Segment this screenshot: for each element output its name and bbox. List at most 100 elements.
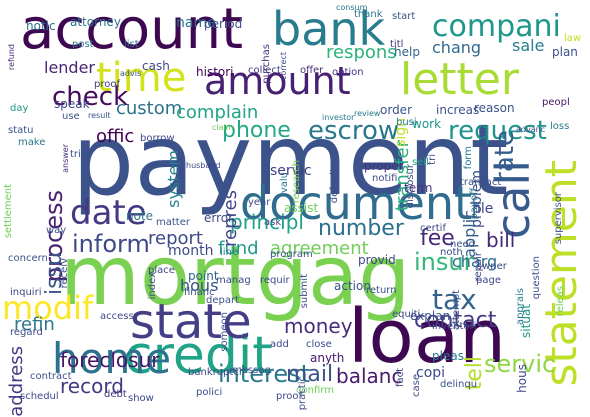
cloud-word: modif [2, 289, 94, 327]
cloud-word: case [411, 374, 422, 397]
cloud-word: inventori [432, 321, 477, 332]
cloud-word: insur [414, 248, 474, 276]
cloud-word: need [450, 239, 475, 250]
cloud-word: foreclosur [60, 348, 160, 372]
cloud-word: period [204, 17, 243, 31]
cloud-word: action [334, 279, 371, 293]
cloud-word: sale [512, 36, 545, 55]
cloud-word: ask [264, 217, 282, 228]
cloud-word: check [52, 82, 129, 112]
cloud-word: paper [175, 150, 186, 180]
cloud-word: place [148, 265, 175, 276]
cloud-word: complain [176, 102, 259, 123]
cloud-word: page [476, 275, 501, 286]
cloud-word: valu [279, 172, 290, 194]
cloud-word: equiti [392, 309, 421, 320]
cloud-word: add [270, 339, 289, 350]
cloud-word: custom [116, 98, 183, 119]
cloud-word: post [72, 39, 94, 50]
cloud-word: depart [206, 295, 240, 306]
cloud-word: disclosur [405, 164, 416, 209]
cloud-word: titl [390, 39, 404, 50]
cloud-word: hous [180, 276, 219, 295]
cloud-word: help [394, 45, 420, 59]
cloud-word: sell [412, 157, 429, 168]
cloud-word: letter [400, 54, 519, 105]
cloud-word: schedul [20, 391, 59, 402]
cloud-word: note [126, 209, 154, 223]
cloud-word: credit [124, 326, 273, 386]
cloud-word: file [472, 201, 494, 217]
cloud-word: explan [410, 309, 451, 323]
cloud-word: default [329, 168, 340, 204]
cloud-word: loss [550, 121, 570, 132]
cloud-word: state [130, 294, 252, 350]
cloud-word: question [531, 256, 542, 300]
cloud-word: notic [26, 19, 56, 33]
cloud-word: proper [364, 159, 404, 173]
cloud-word: attorney [70, 15, 121, 29]
cloud-word: polici [196, 387, 223, 398]
cloud-word: start [392, 11, 416, 22]
cloud-word: make [18, 137, 46, 148]
cloud-word: confirm [296, 385, 334, 396]
cloud-word: fund [218, 238, 259, 259]
cloud-word: debt [104, 389, 127, 400]
cloud-word: anyth [310, 351, 345, 365]
cloud-word: close [306, 339, 332, 350]
cloud-word: claim [212, 123, 234, 132]
cloud-word: account [20, 0, 244, 62]
cloud-word: money [284, 314, 353, 338]
cloud-word: collect [248, 65, 281, 76]
cloud-word: loan [348, 294, 507, 380]
cloud-word: report [148, 228, 203, 249]
cloud-word: plan [552, 45, 578, 59]
cloud-word: submit [299, 274, 310, 309]
cloud-word: fact [395, 368, 406, 388]
cloud-word: date [70, 193, 147, 233]
cloud-word: settlement [3, 184, 14, 239]
cloud-word: contact [414, 308, 497, 333]
cloud-word: year [248, 197, 271, 208]
cloud-word: busi [396, 117, 417, 128]
cloud-word: incom [479, 124, 490, 155]
cloud-word: financ [184, 287, 215, 298]
cloud-word: supervisor [553, 192, 564, 245]
cloud-word: certif [420, 223, 446, 234]
cloud-word: home [52, 334, 172, 383]
cloud-word: fee [420, 226, 455, 251]
cloud-word: someon [219, 312, 230, 352]
cloud-word: order [380, 103, 412, 117]
cloud-word: provid [358, 253, 396, 267]
cloud-word: day [10, 103, 29, 114]
cloud-word: research [291, 160, 302, 204]
cloud-word: respons [326, 42, 397, 63]
cloud-word: consum [336, 3, 368, 12]
cloud-word: receiv [59, 258, 70, 289]
cloud-word: charg [452, 252, 498, 271]
cloud-word: form [463, 146, 474, 170]
cloud-word: number [318, 216, 404, 241]
cloud-word: increas [436, 103, 480, 117]
cloud-word: copi [416, 365, 446, 381]
cloud-word: bill [486, 228, 516, 252]
cloud-word: phone [222, 118, 291, 143]
cloud-word: hous [515, 364, 529, 393]
cloud-word: return [366, 285, 397, 296]
cloud-word: program [270, 249, 313, 260]
cloud-word: mail [286, 362, 334, 387]
cloud-word: correct [279, 52, 288, 81]
cloud-word: balanc [336, 364, 403, 388]
cloud-word: servic [484, 350, 556, 378]
cloud-word: interest [218, 360, 311, 388]
cloud-word: trial [70, 149, 90, 160]
cloud-word: inform [72, 230, 150, 258]
cloud-word: speak [54, 97, 90, 111]
cloud-word: investor [322, 113, 355, 122]
cloud-word: reason [474, 101, 515, 115]
cloud-word: statu [8, 125, 34, 136]
cloud-word: refund [7, 44, 16, 71]
cloud-word: month [168, 243, 214, 259]
cloud-word: line [220, 247, 239, 258]
cloud-word: answer [61, 144, 70, 173]
